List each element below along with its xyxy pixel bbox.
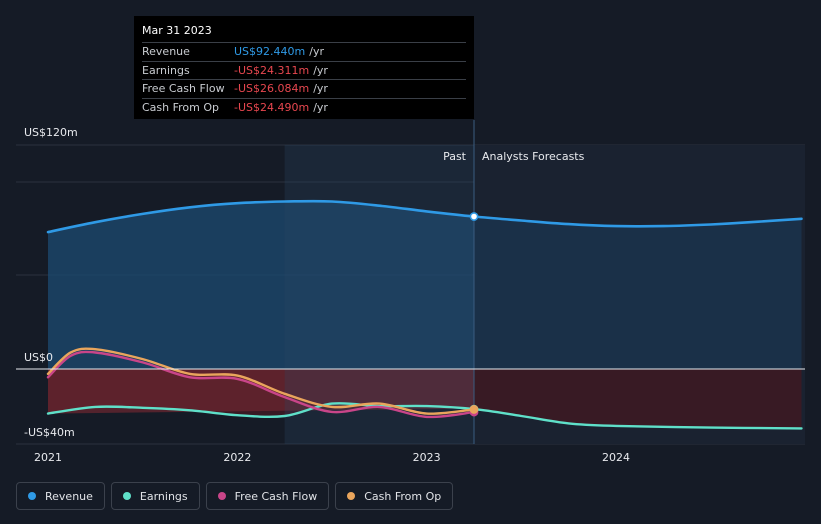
tooltip-label: Cash From Op — [142, 100, 220, 114]
tooltip-value: US$92.440m — [234, 45, 306, 59]
tooltip-date: Mar 31 2023 — [142, 24, 212, 37]
legend-item-cash-from-op[interactable]: Cash From Op — [335, 482, 454, 510]
revenue-forecast-area — [474, 216, 802, 369]
y-tick-label: US$0 — [24, 351, 53, 364]
legend-item-free-cash-flow[interactable]: Free Cash Flow — [205, 482, 330, 510]
hover-markers — [469, 212, 479, 417]
series-lines — [46, 199, 803, 430]
series-line-cash-from-op — [46, 347, 476, 415]
hover-marker-cash-from-op — [469, 405, 479, 414]
series-line-revenue — [46, 199, 803, 234]
legend-item-revenue[interactable]: Revenue — [16, 482, 105, 510]
x-tick-label: 2021 — [34, 451, 62, 464]
x-tick-label: 2023 — [413, 451, 441, 464]
legend-item-earnings[interactable]: Earnings — [110, 482, 200, 510]
legend-label: Revenue — [45, 489, 93, 503]
tooltip-value: -US$24.311m — [234, 63, 310, 77]
hover-marker-revenue — [469, 212, 479, 221]
tooltip-label: Revenue — [142, 45, 190, 59]
tooltip-unit: /yr — [313, 100, 328, 114]
hover-highlight-band — [284, 145, 474, 444]
legend-label: Free Cash Flow — [234, 489, 318, 503]
tooltip-label: Earnings — [142, 63, 190, 77]
y-tick-label: -US$40m — [24, 426, 75, 439]
forecast-label: Analysts Forecasts — [482, 150, 585, 163]
legend-dot-icon — [217, 492, 226, 500]
tooltip-label: Free Cash Flow — [142, 82, 225, 96]
legend-dot-icon — [122, 492, 131, 500]
tooltip-unit: /yr — [309, 45, 324, 59]
tooltip-row-free-cash-flow: Free Cash Flow -US$26.084m /yr — [142, 79, 466, 98]
series-line-earnings — [46, 402, 803, 430]
legend-dot-icon — [347, 492, 356, 500]
tooltip-row-revenue: Revenue US$92.440m /yr — [142, 42, 466, 61]
x-tick-label: 2024 — [602, 451, 630, 464]
series-line-free-cash-flow — [46, 350, 476, 419]
tooltip-row-cash-from-op: Cash From Op -US$24.490m /yr — [142, 97, 466, 117]
tooltip-row-earnings: Earnings -US$24.311m /yr — [142, 60, 466, 80]
past-negative-area — [48, 369, 474, 414]
tooltip-unit: /yr — [313, 63, 328, 77]
legend-label: Cash From Op — [364, 489, 442, 503]
tooltip-unit: /yr — [313, 82, 328, 96]
legend-dot-icon — [28, 492, 36, 500]
x-tick-label: 2022 — [223, 451, 251, 464]
legend-label: Earnings — [139, 489, 188, 503]
y-tick-label: US$120m — [24, 126, 78, 139]
past-label: Past — [443, 150, 467, 163]
revenue-area — [48, 201, 474, 369]
tooltip: Mar 31 2023 Revenue US$92.440m /yr Earni… — [134, 16, 474, 119]
tooltip-value: -US$24.490m — [234, 100, 310, 114]
tooltip-value: -US$26.084m — [234, 82, 310, 96]
legend: Revenue Earnings Free Cash Flow Cash Fro… — [16, 482, 454, 510]
